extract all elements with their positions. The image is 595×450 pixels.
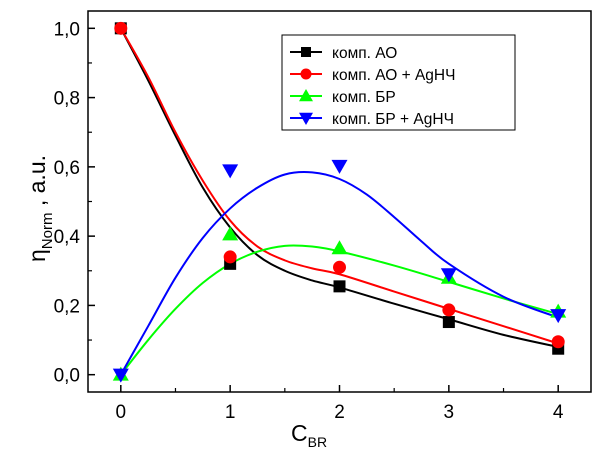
- data-point-комп-ао: [333, 280, 346, 293]
- legend-marker-комп-бр-agнч: [299, 112, 313, 125]
- x-tick-label: 1: [225, 402, 236, 423]
- data-point-комп-бр: [331, 240, 348, 255]
- legend-marker-комп-ао-agнч: [300, 68, 312, 80]
- data-point-комп-ао-agнч: [223, 250, 237, 264]
- data-point-комп-ао-agнч: [114, 21, 128, 35]
- y-tick-label: 0,2: [54, 296, 80, 317]
- y-axis-label: ηNorm , a.u.: [24, 155, 56, 262]
- x-tick-label: 3: [444, 402, 455, 423]
- legend-marker-комп-ао: [301, 47, 311, 57]
- data-point-комп-ао: [442, 316, 455, 329]
- x-tick-label: 0: [116, 402, 127, 423]
- data-point-комп-бр-agнч: [112, 368, 129, 383]
- legend-box: [281, 34, 516, 131]
- data-point-комп-бр-agнч: [331, 159, 348, 174]
- legend-label: комп. АО + AgНЧ: [332, 67, 455, 84]
- legend-marker-комп-бр: [299, 89, 313, 102]
- legend-label: комп. БР + AgНЧ: [332, 111, 454, 128]
- y-tick-label: 0,6: [54, 158, 80, 179]
- data-point-комп-бр-agнч: [222, 164, 239, 179]
- data-point-комп-ао-agнч: [551, 335, 565, 349]
- x-tick-label: 4: [553, 402, 564, 423]
- x-axis-label: CBR: [291, 420, 327, 450]
- y-tick-label: 0,4: [54, 227, 81, 248]
- y-axis-ticks: 0,0 0,2 0,4 0,6 0,8 1,0: [54, 19, 95, 387]
- legend: комп. АО комп. АО + AgНЧ комп. БР комп. БР …: [281, 34, 516, 131]
- data-point-комп-бр-agнч: [550, 309, 567, 324]
- data-markers: [112, 21, 567, 383]
- data-point-комп-бр: [222, 226, 239, 241]
- fit-curve-комп-бр-agнч: [119, 171, 559, 376]
- x-tick-label: 2: [334, 402, 345, 423]
- legend-label: комп. АО: [332, 45, 397, 62]
- x-axis-ticks: 0 1 2 3 4: [116, 385, 564, 423]
- data-point-комп-бр-agнч: [440, 268, 457, 283]
- y-tick-label: 0,8: [54, 89, 80, 110]
- data-point-комп-ао-agнч: [333, 260, 346, 274]
- data-point-комп-ао-agнч: [442, 303, 456, 317]
- legend-items: комп. АО комп. АО + AgНЧ комп. БР комп. БР …: [290, 45, 455, 128]
- y-tick-label: 0,0: [54, 366, 80, 387]
- y-tick-label: 1,0: [54, 19, 80, 40]
- legend-label: комп. БР: [332, 89, 396, 106]
